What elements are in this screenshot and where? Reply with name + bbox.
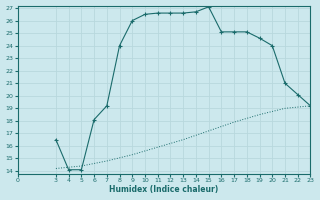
- X-axis label: Humidex (Indice chaleur): Humidex (Indice chaleur): [109, 185, 219, 194]
